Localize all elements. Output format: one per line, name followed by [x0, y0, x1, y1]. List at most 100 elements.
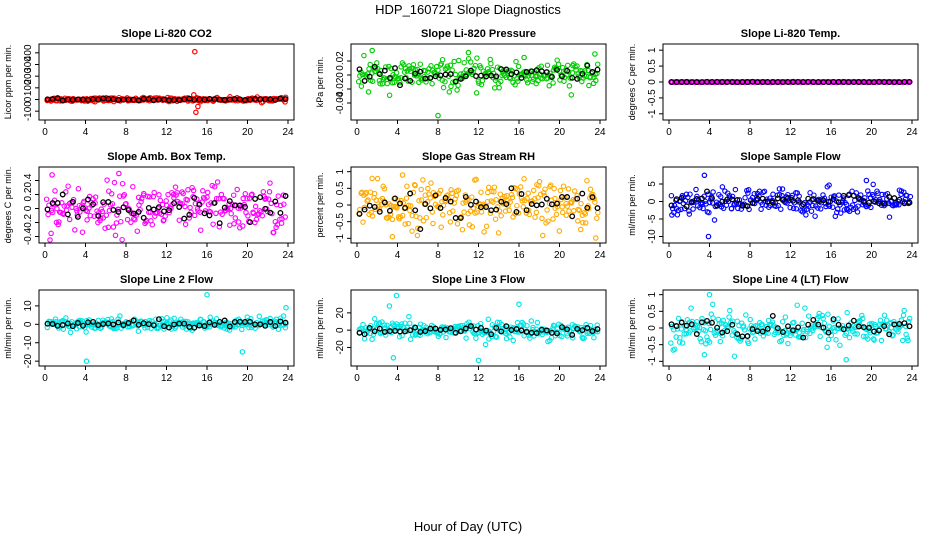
- data-point: [381, 186, 388, 192]
- hourly-point: [729, 321, 736, 328]
- data-point: [447, 219, 454, 225]
- hourly-point: [483, 327, 490, 334]
- data-point: [89, 202, 95, 209]
- data-point: [761, 188, 768, 195]
- data-point: [442, 78, 448, 85]
- data-point: [428, 63, 434, 69]
- hourly-point: [49, 96, 56, 103]
- hourly-point: [594, 66, 601, 73]
- data-point: [451, 58, 457, 65]
- data-point: [745, 190, 751, 196]
- x-tick-label: 16: [513, 127, 525, 138]
- data-point: [412, 182, 418, 189]
- data-point: [72, 227, 78, 233]
- data-point: [559, 209, 566, 216]
- x-tick-label: 8: [435, 250, 441, 261]
- hourly-point: [201, 210, 208, 217]
- data-point: [128, 219, 134, 226]
- data-point: [454, 221, 461, 227]
- y-axis: -1 -0.5 0 0.5 1: [335, 168, 351, 243]
- data-point: [540, 232, 546, 239]
- data-point: [688, 305, 694, 311]
- hourly-point: [186, 211, 193, 218]
- hourly-point: [744, 203, 751, 210]
- data-point: [872, 323, 879, 330]
- hourly-point: [447, 325, 454, 332]
- y-tick-label: -20: [335, 340, 346, 355]
- data-point: [219, 211, 225, 218]
- x-tick-label: 16: [201, 250, 213, 261]
- data-point: [551, 185, 557, 192]
- hourly-point: [262, 205, 269, 212]
- data-point: [135, 328, 142, 334]
- y-tick-label: 0.5: [335, 181, 346, 195]
- hourly-point: [825, 198, 832, 205]
- hourly-point: [196, 201, 203, 208]
- hourly-point: [407, 77, 414, 84]
- data-point: [366, 66, 372, 72]
- data-point: [65, 183, 71, 189]
- data-point: [409, 65, 415, 71]
- hourly-point: [467, 323, 474, 330]
- data-point: [449, 190, 455, 197]
- series-points: [44, 48, 289, 116]
- data-point: [563, 212, 570, 219]
- data-point: [836, 192, 842, 198]
- data-point: [706, 339, 713, 345]
- hourly-point: [698, 195, 705, 202]
- hourly-point: [462, 325, 469, 332]
- hourly-point: [366, 73, 373, 80]
- hourly-point: [54, 200, 61, 206]
- y-tick-label: 5: [647, 181, 658, 187]
- data-point: [492, 216, 499, 222]
- hourly-point: [503, 323, 510, 330]
- x-tick-label: 8: [747, 250, 753, 261]
- y-axis-label: ml/min per min.: [3, 297, 13, 359]
- data-point: [578, 200, 584, 207]
- data-point: [525, 190, 531, 197]
- panel-6: Slope Sample Flow ml/min per min. 0 4 8 12 16 2…: [627, 151, 919, 261]
- data-point: [409, 212, 416, 219]
- data-point: [521, 176, 527, 182]
- x-tick-label: 12: [785, 250, 797, 261]
- data-point: [56, 219, 62, 225]
- data-point: [456, 57, 462, 64]
- panel-1: Slope Li-820 CO2 Licor ppm per min. 0 4 8 12 1…: [3, 28, 295, 138]
- data-point: [700, 205, 706, 212]
- data-point: [574, 63, 580, 69]
- data-point: [534, 72, 540, 79]
- hourly-point: [412, 324, 419, 331]
- data-point: [423, 214, 430, 221]
- data-point: [119, 180, 126, 187]
- x-tick-label: 0: [666, 373, 672, 384]
- hourly-point: [709, 195, 715, 202]
- data-point: [228, 210, 234, 217]
- hourly-point: [402, 75, 409, 82]
- data-point: [594, 215, 600, 221]
- hourly-point: [402, 328, 409, 335]
- data-point: [213, 316, 220, 322]
- data-point: [478, 209, 485, 215]
- hourly-point: [584, 325, 591, 331]
- data-point: [248, 316, 254, 322]
- hourly-point: [392, 65, 398, 72]
- data-point: [249, 191, 255, 198]
- data-point: [594, 61, 601, 67]
- series-points: [43, 170, 289, 243]
- hourly-point: [49, 321, 56, 327]
- hourly-point: [518, 327, 525, 334]
- data-point: [790, 205, 797, 212]
- hourly-point: [518, 191, 525, 197]
- data-point: [244, 195, 250, 202]
- x-tick-label: 16: [513, 250, 525, 261]
- data-point: [559, 333, 565, 340]
- data-point: [904, 335, 911, 341]
- hourly-point: [835, 321, 842, 328]
- hourly-point: [584, 204, 591, 211]
- hourly-point: [488, 207, 495, 214]
- x-tick-label: 20: [554, 373, 566, 384]
- data-point: [361, 336, 368, 342]
- hourly-point: [668, 202, 675, 209]
